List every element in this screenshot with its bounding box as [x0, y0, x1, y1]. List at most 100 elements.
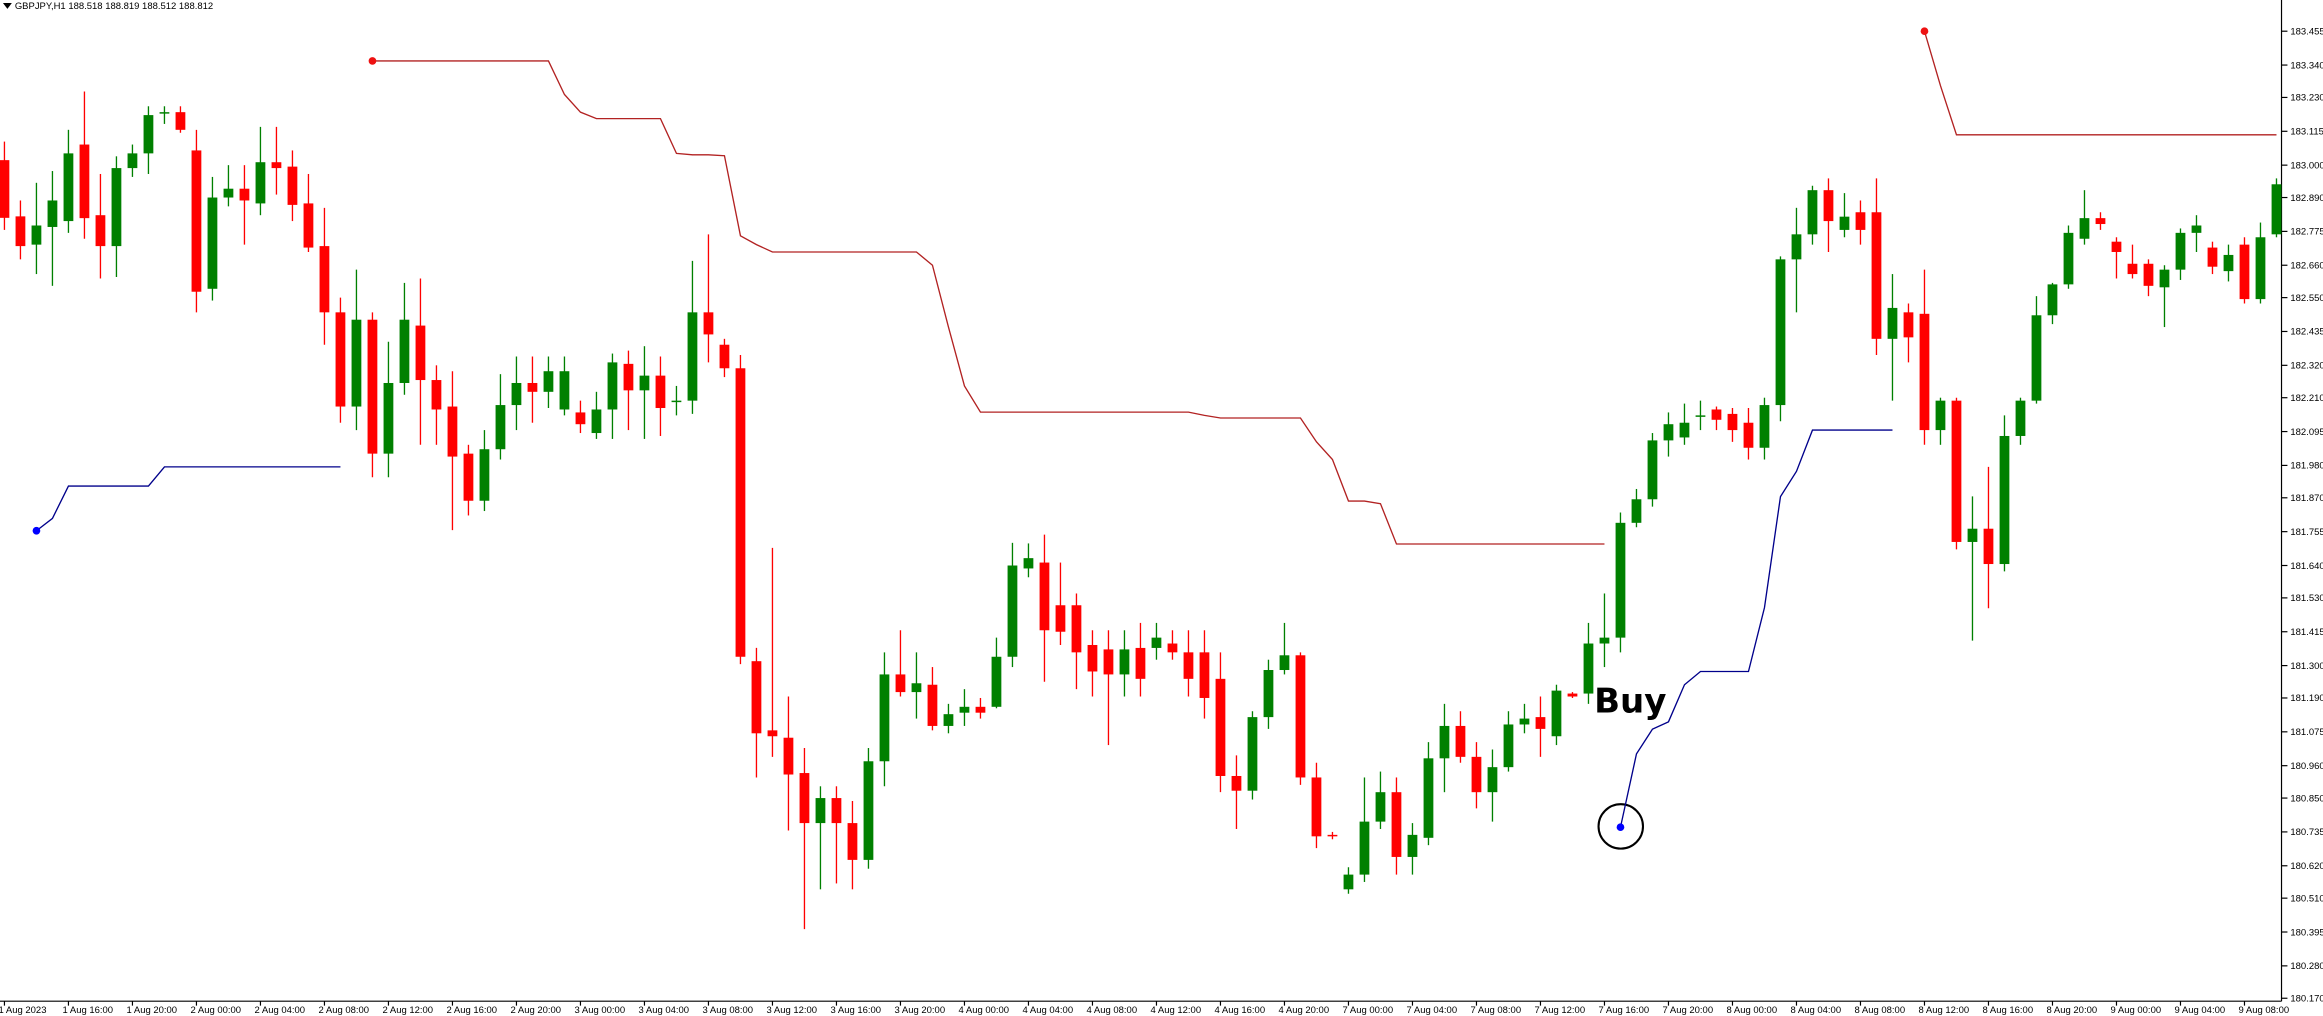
y-tick-label: 183.455	[2290, 26, 2323, 37]
x-tick-label: 3 Aug 20:00	[895, 1005, 946, 1016]
x-tick-label: 2 Aug 12:00	[383, 1005, 434, 1016]
candle-body	[1951, 400, 1962, 542]
y-tick-label: 183.340	[2290, 60, 2323, 71]
x-tick-label: 2 Aug 16:00	[447, 1005, 498, 1016]
candle-body	[127, 153, 138, 169]
x-tick-label: 4 Aug 20:00	[1279, 1005, 1330, 1016]
x-tick-label: 3 Aug 12:00	[767, 1005, 818, 1016]
x-tick-label: 2 Aug 04:00	[255, 1005, 306, 1016]
y-tick-label: 180.850	[2290, 793, 2323, 804]
candle-body	[1631, 499, 1642, 523]
candle-body	[1311, 777, 1322, 837]
y-tick-label: 183.115	[2290, 127, 2323, 138]
candle-body	[1327, 834, 1338, 837]
candle-body	[1023, 558, 1034, 569]
candle-body	[831, 798, 842, 824]
candle-body	[1807, 190, 1818, 235]
x-tick-label: 2 Aug 20:00	[511, 1005, 562, 1016]
candle-body	[367, 319, 378, 454]
candle-body	[2207, 247, 2218, 267]
x-tick-label: 4 Aug 08:00	[1087, 1005, 1138, 1016]
candle-body	[1759, 405, 1770, 448]
symbol-dropdown[interactable]	[2, 2, 12, 9]
y-tick-label: 182.210	[2290, 393, 2323, 404]
candle-body	[1359, 821, 1370, 875]
y-tick-label: 182.890	[2290, 193, 2323, 204]
candle-body	[1695, 415, 1706, 417]
candle-body	[1407, 834, 1418, 857]
candle-body	[1615, 522, 1626, 638]
candle-body	[1087, 644, 1098, 672]
y-tick-label: 182.775	[2290, 227, 2323, 238]
candle-body	[223, 188, 234, 198]
candle-body	[543, 371, 554, 392]
candle-body	[2239, 244, 2250, 300]
signal-dot	[1616, 823, 1625, 832]
x-tick-label: 8 Aug 16:00	[1983, 1005, 2034, 1016]
candle-body	[191, 150, 202, 292]
y-tick-label: 180.960	[2290, 761, 2323, 772]
x-tick-label: 4 Aug 12:00	[1151, 1005, 1202, 1016]
y-tick-label: 180.620	[2290, 861, 2323, 872]
candle-body	[1183, 652, 1194, 679]
candle-body	[271, 162, 282, 169]
x-tick-label: 4 Aug 00:00	[959, 1005, 1010, 1016]
candle-body	[143, 115, 154, 154]
x-tick-label: 8 Aug 08:00	[1855, 1005, 1906, 1016]
x-tick-label: 4 Aug 16:00	[1215, 1005, 1266, 1016]
y-tick-label: 181.190	[2290, 693, 2323, 704]
candle-body	[1919, 313, 1930, 431]
x-tick-label: 7 Aug 00:00	[1343, 1005, 1394, 1016]
candle-body	[47, 200, 58, 227]
candle-body	[1855, 212, 1866, 230]
candle-body	[703, 312, 714, 335]
candle-body	[815, 798, 826, 824]
candle-body	[1423, 758, 1434, 838]
y-tick-label: 180.280	[2290, 961, 2323, 972]
candle-body	[159, 112, 170, 114]
x-tick-label: 8 Aug 04:00	[1791, 1005, 1842, 1016]
candle-body	[1391, 792, 1402, 857]
candle-body	[399, 319, 410, 383]
candle-body	[1839, 216, 1850, 230]
candle-body	[879, 674, 890, 762]
candle-body	[639, 375, 650, 391]
candle-body	[1439, 725, 1450, 759]
candle-body	[1343, 874, 1354, 890]
candle-body	[1263, 670, 1274, 718]
x-tick-label: 7 Aug 08:00	[1471, 1005, 1522, 1016]
x-tick-label: 9 Aug 08:00	[2239, 1005, 2290, 1016]
candle-body	[1503, 724, 1514, 768]
candle-body	[719, 344, 730, 369]
signal-dot	[1920, 27, 1929, 36]
indicator-line	[1923, 31, 2277, 136]
x-tick-label: 2 Aug 08:00	[319, 1005, 370, 1016]
candle-body	[15, 216, 26, 247]
candle-body	[1967, 528, 1978, 542]
candle-body	[2063, 232, 2074, 285]
candle-body	[111, 168, 122, 247]
candle-body	[2255, 237, 2266, 300]
candle-body	[2047, 284, 2058, 316]
candle-body	[1055, 605, 1066, 632]
candle-body	[1647, 440, 1658, 500]
candle-body	[431, 380, 442, 410]
y-tick-label: 182.435	[2290, 327, 2323, 338]
candle-body	[1135, 647, 1146, 679]
candle-body	[1871, 212, 1882, 339]
candle-body	[319, 246, 330, 313]
y-tick-label: 181.415	[2290, 627, 2323, 638]
candle-body	[1471, 756, 1482, 793]
candle-body	[31, 225, 42, 245]
candle-body	[1711, 409, 1722, 420]
x-tick-label: 9 Aug 04:00	[2175, 1005, 2226, 1016]
y-tick-label: 181.980	[2290, 461, 2323, 472]
candle-body	[2159, 269, 2170, 288]
candle-body	[1119, 649, 1130, 675]
candle-body	[1103, 649, 1114, 675]
candle-body	[1599, 637, 1610, 644]
candle-body	[767, 730, 778, 737]
candle-body	[975, 706, 986, 713]
x-tick-label: 1 Aug 20:00	[127, 1005, 178, 1016]
